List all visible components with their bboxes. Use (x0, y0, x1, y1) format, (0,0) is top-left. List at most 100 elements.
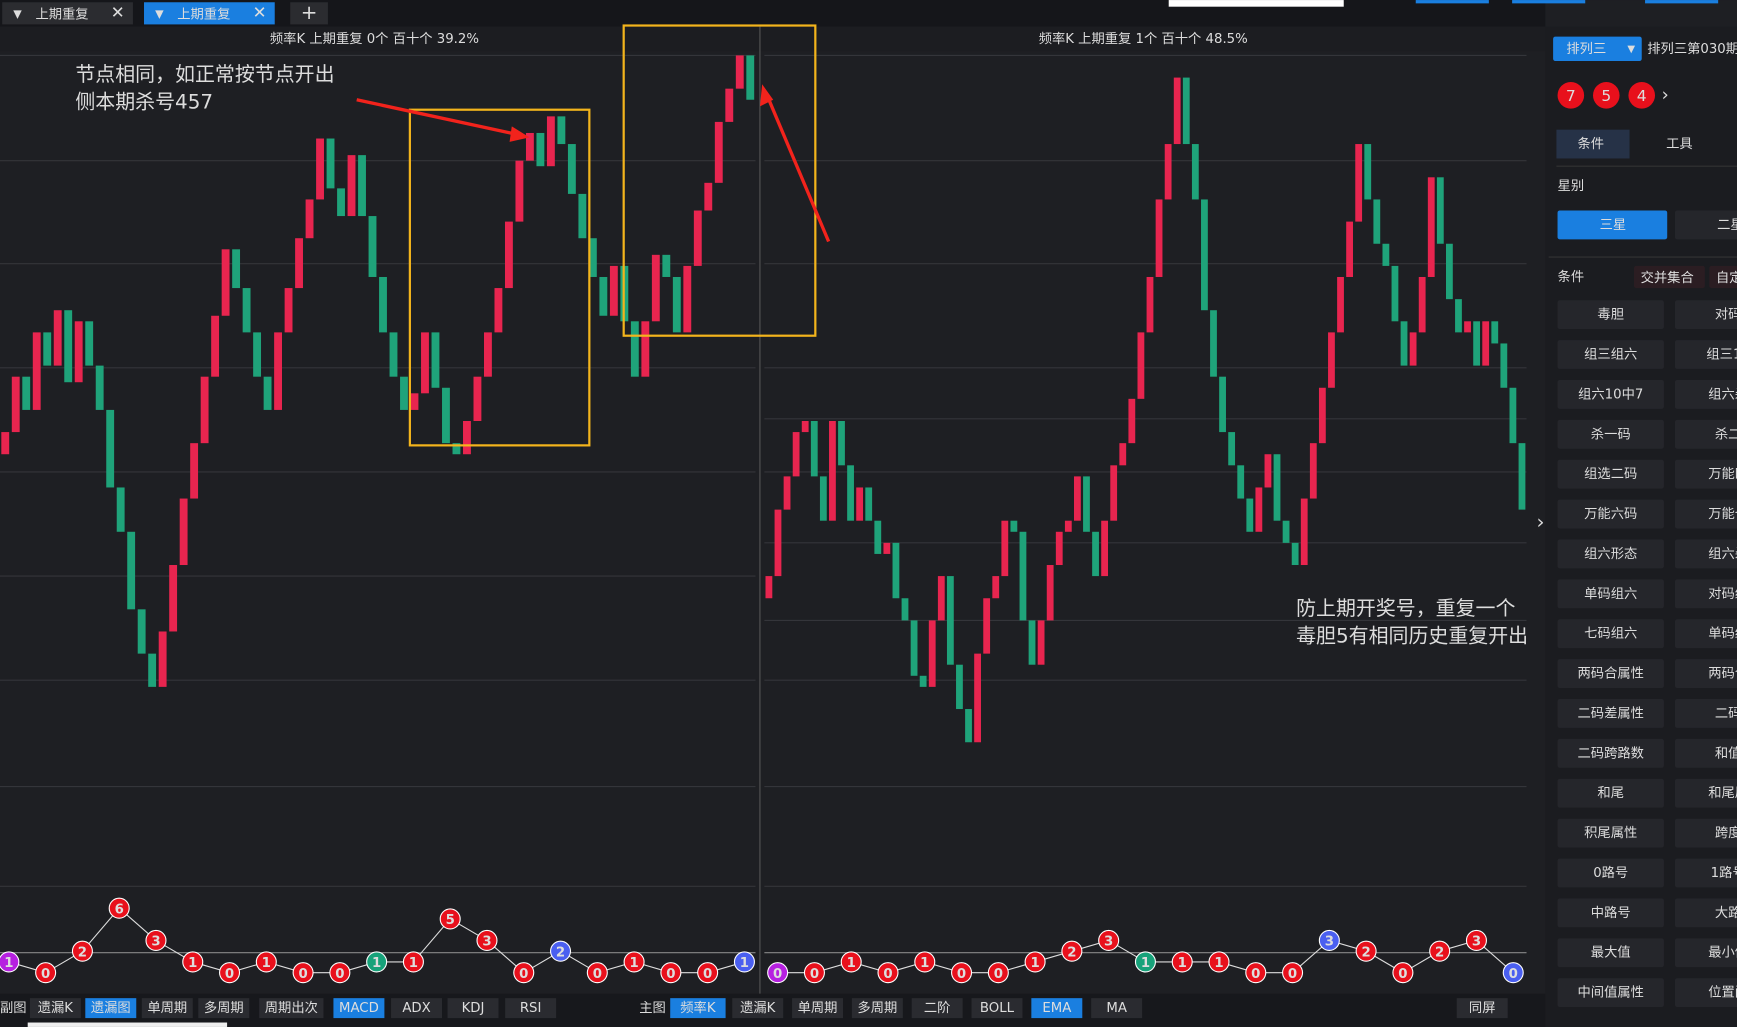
toolbar-button[interactable] (85, 998, 137, 1019)
tab[interactable] (2, 2, 133, 25)
toolbar-button[interactable] (971, 998, 1023, 1019)
condition-button[interactable] (1557, 938, 1664, 968)
toolbar-label[interactable]: 同屏 (1469, 1001, 1496, 1016)
condition-button[interactable] (1557, 619, 1664, 649)
add-tab[interactable] (290, 2, 328, 25)
select[interactable] (1553, 36, 1642, 61)
toolbar-button[interactable] (391, 998, 443, 1019)
condition-button[interactable] (1557, 898, 1664, 928)
toolbar-label[interactable]: 遗漏K (740, 1000, 776, 1016)
tab[interactable] (144, 2, 275, 25)
toolbar-label[interactable]: 多周期 (857, 999, 897, 1016)
toolbar-label[interactable]: ADX (402, 1001, 430, 1016)
collapse-arrow[interactable]: › (1536, 509, 1544, 533)
ball (1592, 82, 1620, 109)
toolbar-label[interactable]: 单周期 (798, 1000, 838, 1016)
condition-button[interactable] (1557, 738, 1664, 768)
toolbar-label[interactable]: 二阶 (924, 1000, 951, 1016)
toolbar-label[interactable]: KDJ (462, 1001, 485, 1016)
condition-button[interactable] (1557, 380, 1664, 409)
toolbar-button[interactable] (505, 998, 557, 1019)
toolbar-label[interactable]: 频率K (680, 999, 716, 1016)
tab-close[interactable]: ✕ (253, 3, 267, 22)
condition-button[interactable] (1674, 619, 1737, 649)
condition-button[interactable] (1557, 419, 1664, 449)
condition-button[interactable] (1674, 579, 1737, 609)
condition-button[interactable] (1557, 778, 1664, 808)
condition-button[interactable] (1557, 539, 1664, 569)
condition-button[interactable] (1557, 340, 1664, 369)
toolbar-button[interactable] (333, 998, 385, 1019)
top-button (1512, 0, 1586, 4)
select-label[interactable]: 排列三 (1566, 41, 1606, 57)
toolbar-button[interactable] (1031, 998, 1083, 1019)
toolbar-button[interactable] (259, 998, 324, 1019)
cond-tag[interactable] (1709, 265, 1737, 289)
condition-button[interactable] (1674, 818, 1737, 848)
condition-button[interactable] (1557, 459, 1664, 489)
toolbar-label[interactable]: BOLL (980, 1001, 1015, 1016)
condition-button[interactable] (1557, 659, 1664, 688)
toolbar-button[interactable] (447, 998, 499, 1019)
toolbar-button[interactable] (851, 998, 903, 1019)
toolbar-label[interactable]: 遗漏图 (91, 1000, 131, 1016)
toolbar-label[interactable]: EMA (1042, 1001, 1071, 1016)
toolbar-button[interactable] (911, 998, 963, 1019)
toolbar-label[interactable]: 遗漏K (38, 1000, 74, 1016)
condition-button[interactable] (1674, 380, 1737, 409)
condition-button[interactable] (1557, 978, 1664, 1008)
toolbar-button[interactable] (141, 998, 193, 1019)
condition-button[interactable] (1557, 699, 1664, 728)
add-tab-label[interactable]: + (301, 0, 318, 24)
candle (473, 376, 482, 422)
toolbar-label[interactable]: RSI (520, 1001, 542, 1016)
condition-button[interactable] (1674, 938, 1737, 968)
condition-button[interactable] (1674, 978, 1737, 1008)
candle (337, 188, 345, 217)
sidebar-tab[interactable]: 条件 (1577, 135, 1604, 152)
condition-button[interactable] (1674, 539, 1737, 569)
sidebar-tab[interactable]: 工具 (1666, 137, 1693, 152)
tab-label: 上期重复 (35, 6, 88, 22)
toolbar-button[interactable] (1456, 998, 1508, 1019)
toolbar-label[interactable]: 多周期 (204, 999, 244, 1016)
condition-button[interactable] (1674, 340, 1737, 369)
condition-button[interactable] (1674, 778, 1737, 808)
toolbar-button[interactable] (198, 998, 250, 1019)
candle (137, 609, 146, 654)
condition-button[interactable] (1557, 499, 1664, 529)
condition-button[interactable] (1557, 818, 1664, 848)
condition-button[interactable] (1674, 499, 1737, 529)
candle (53, 310, 62, 366)
toolbar-button[interactable] (792, 998, 844, 1019)
bubble (840, 951, 862, 973)
toolbar-button[interactable] (29, 998, 81, 1019)
toolbar-button[interactable] (1091, 998, 1143, 1019)
condition-button[interactable] (1674, 898, 1737, 928)
condition-button[interactable] (1674, 738, 1737, 768)
toolbar-label[interactable]: MA (1106, 1001, 1127, 1016)
toolbar-label[interactable]: 周期出次 (265, 1000, 318, 1016)
toolbar-label[interactable]: MACD (339, 1001, 379, 1016)
bubble-label: 0 (225, 967, 234, 982)
candle (1346, 221, 1353, 277)
star-button[interactable] (1674, 210, 1737, 240)
condition-button[interactable] (1674, 300, 1737, 330)
toolbar-label[interactable]: 单周期 (147, 1000, 187, 1016)
candle (557, 116, 566, 145)
toolbar-button[interactable] (732, 998, 784, 1019)
condition-button[interactable] (1557, 858, 1664, 888)
condition-label: 大路 (1715, 905, 1737, 921)
condition-button[interactable] (1557, 300, 1664, 330)
next[interactable]: › (1662, 85, 1669, 105)
tab-close[interactable]: ✕ (111, 3, 125, 22)
cond-tag[interactable] (1633, 265, 1705, 289)
condition-button[interactable] (1674, 659, 1737, 688)
toolbar-button[interactable] (670, 998, 726, 1019)
star-button[interactable] (1557, 210, 1668, 240)
condition-button[interactable] (1674, 699, 1737, 728)
condition-button[interactable] (1557, 579, 1664, 609)
condition-button[interactable] (1674, 858, 1737, 888)
condition-button[interactable] (1674, 459, 1737, 489)
condition-button[interactable] (1674, 419, 1737, 449)
